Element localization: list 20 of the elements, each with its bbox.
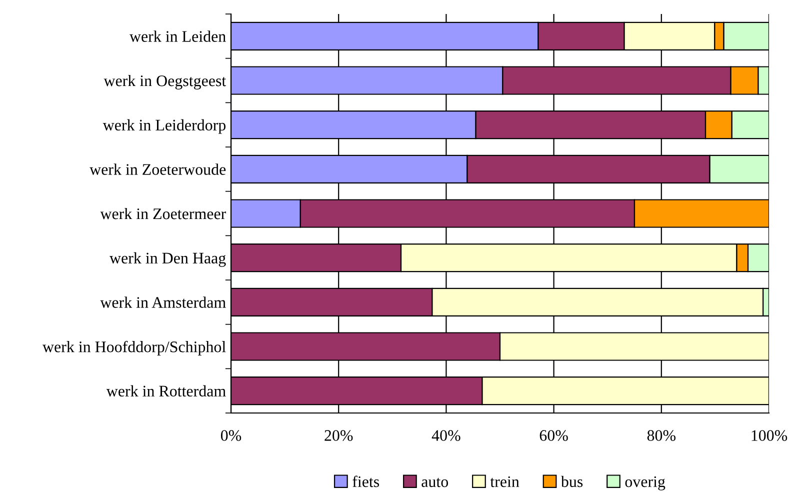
y-tick-label: werk in Zoetermeer <box>100 208 226 220</box>
y-tick-label: werk in Den Haag <box>110 252 226 267</box>
x-tick-label: 100% <box>752 430 788 441</box>
y-tick-label: werk in Rotterdam <box>106 385 226 397</box>
x-tick-label: 20% <box>324 430 353 441</box>
legend-label: bus <box>560 476 583 488</box>
y-tick-label: werk in Amsterdam <box>100 296 226 308</box>
y-tick-label: werk in Zoeterwoude <box>90 164 226 175</box>
x-tick-label: 0% <box>220 430 242 441</box>
y-tick-label: werk in Oegstgeest <box>104 74 226 90</box>
x-tick-label: 80% <box>647 430 676 441</box>
legend-label: auto <box>422 478 448 488</box>
legend-label: fiets <box>352 476 380 488</box>
y-tick-label: werk in Leiderdorp <box>102 119 226 134</box>
legend-label: trein <box>490 476 520 488</box>
x-tick-label: 60% <box>540 430 568 441</box>
y-tick-label: werk in Hoofddorp/Schiphol <box>42 340 226 356</box>
x-tick-label: 40% <box>432 430 460 441</box>
y-tick-label: werk in Leiden <box>129 30 226 42</box>
legend-label: overig <box>625 476 666 490</box>
